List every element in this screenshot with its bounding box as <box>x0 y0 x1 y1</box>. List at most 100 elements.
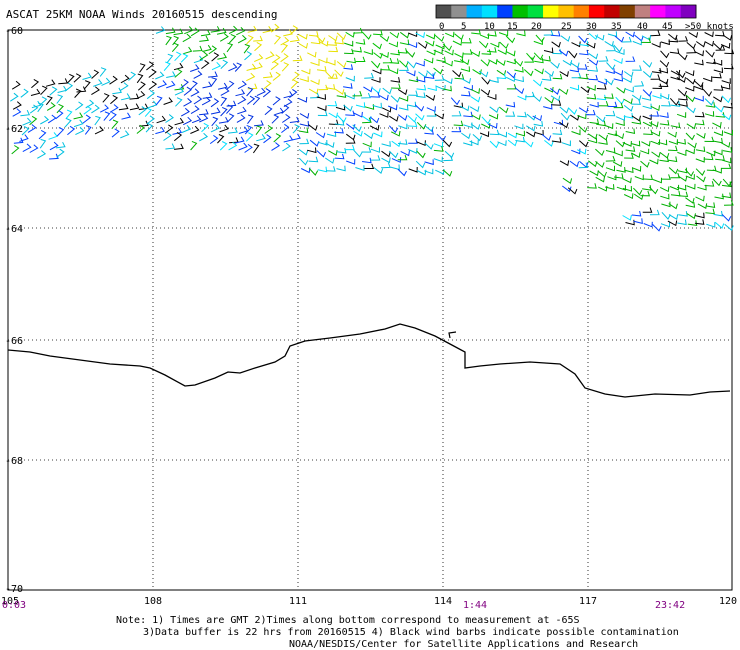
wind-barb <box>193 95 203 105</box>
wind-barb <box>252 95 261 106</box>
wind-barb <box>201 122 210 133</box>
wind-barb <box>472 68 482 75</box>
wind-barb <box>210 124 221 133</box>
wind-barb <box>290 79 299 89</box>
wind-barb <box>39 138 47 149</box>
wind-barb <box>328 150 338 156</box>
wind-barb <box>193 55 204 64</box>
wind-barb <box>694 95 704 102</box>
wind-barb <box>558 49 569 57</box>
wind-barb <box>39 96 48 106</box>
wind-barb <box>93 79 103 87</box>
wind-barb <box>670 190 681 197</box>
wind-barb <box>119 82 129 92</box>
wind-barb <box>352 124 362 132</box>
wind-barb <box>372 68 382 75</box>
wind-barb <box>685 197 695 204</box>
wind-barb <box>578 162 589 169</box>
wind-barb <box>399 95 409 102</box>
wind-barb <box>686 183 696 190</box>
wind-barb <box>11 145 20 155</box>
wind-barb <box>199 109 209 116</box>
wind-barb <box>613 70 624 76</box>
wind-barb <box>534 68 544 75</box>
wind-barb <box>109 111 117 122</box>
wind-barb <box>228 33 237 44</box>
legend-swatch <box>665 5 682 18</box>
wind-barb <box>246 86 254 97</box>
wind-barb <box>55 110 64 120</box>
wind-barb <box>246 72 256 82</box>
wind-barb <box>99 104 110 113</box>
wind-barb <box>388 104 398 111</box>
wind-barb <box>598 100 609 107</box>
wind-barb <box>208 45 218 55</box>
wind-barb <box>544 86 554 93</box>
wind-barb <box>73 112 84 120</box>
wind-barb <box>571 41 581 48</box>
wind-barb <box>155 71 165 80</box>
wind-barb <box>165 35 172 46</box>
wind-barb <box>641 37 652 44</box>
wind-barb <box>489 140 500 149</box>
wind-barb <box>247 114 254 124</box>
wind-barb <box>499 41 509 50</box>
wind-barb <box>210 26 221 33</box>
wind-barb <box>29 115 38 126</box>
wind-barb <box>687 142 697 149</box>
wind-barb <box>685 148 695 155</box>
wind-barb <box>686 47 697 54</box>
wind-barb <box>180 79 189 89</box>
wind-barb <box>514 123 524 130</box>
wind-barb <box>454 33 464 41</box>
wind-barb <box>696 175 706 183</box>
wind-barb <box>73 119 84 128</box>
wind-barb <box>406 101 417 108</box>
wind-barb <box>262 26 273 34</box>
wind-barb <box>274 35 282 45</box>
wind-barb <box>614 35 625 43</box>
wind-barb <box>622 185 633 192</box>
wind-barb <box>705 50 715 58</box>
wind-barb <box>552 73 563 80</box>
wind-barb <box>650 139 661 146</box>
wind-barb <box>696 41 706 48</box>
wind-barb <box>706 165 717 172</box>
wind-barbs <box>10 23 735 232</box>
wind-barb <box>544 140 554 147</box>
wind-barb <box>532 115 542 122</box>
wind-barb <box>364 163 375 169</box>
wind-barb <box>481 116 491 125</box>
wind-barb <box>138 103 149 111</box>
wind-barb <box>328 112 338 119</box>
wind-barb <box>589 118 600 125</box>
wind-barb <box>408 31 418 38</box>
legend-swatch <box>558 5 575 18</box>
wind-barb <box>722 34 733 41</box>
wind-barb <box>605 165 615 172</box>
legend-swatch <box>481 5 498 18</box>
wind-barb <box>426 49 436 56</box>
wind-barb <box>721 181 732 188</box>
wind-barb <box>550 88 560 95</box>
wind-barb <box>451 126 462 133</box>
wind-barb <box>270 23 280 33</box>
wind-barb <box>650 74 661 80</box>
wind-barb <box>713 130 724 137</box>
wind-barb <box>219 124 229 133</box>
wind-barb <box>246 34 254 45</box>
wind-barb <box>282 142 291 152</box>
wind-barb <box>605 184 615 190</box>
wind-barb <box>704 136 715 143</box>
wind-barb <box>318 40 329 47</box>
legend-swatch <box>543 5 559 18</box>
wind-barb <box>364 72 374 79</box>
wind-barb <box>310 60 320 66</box>
wind-barb <box>418 71 428 79</box>
wind-barb <box>174 87 185 96</box>
wind-barb <box>615 96 625 105</box>
wind-barb <box>587 137 598 144</box>
wind-barb <box>561 140 571 147</box>
wind-barb <box>219 141 228 151</box>
